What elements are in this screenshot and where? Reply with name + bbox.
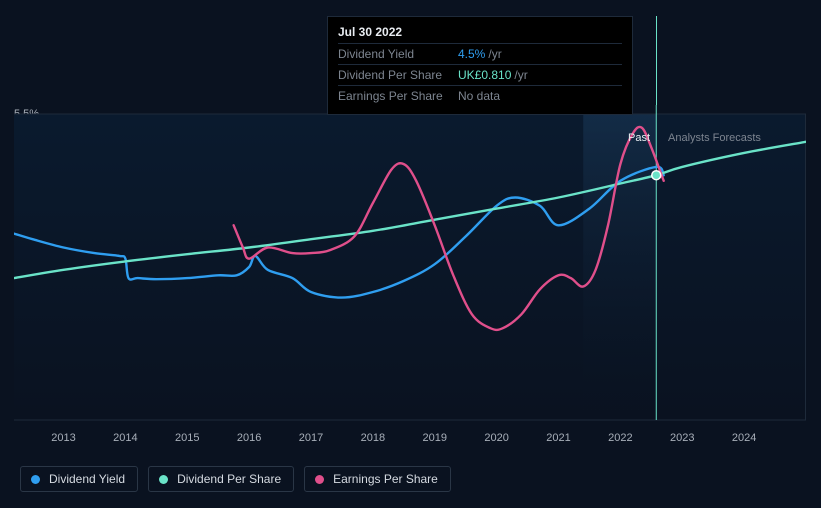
cursor-dot [652, 171, 661, 180]
x-tick: 2022 [608, 432, 632, 444]
legend-item-earnings-per-share[interactable]: Earnings Per Share [304, 466, 451, 492]
tooltip-date: Jul 30 2022 [338, 23, 622, 43]
tooltip-row-unit: /yr [514, 68, 527, 82]
x-tick: 2020 [484, 432, 508, 444]
legend-label: Dividend Yield [49, 472, 125, 486]
x-tick: 2015 [175, 432, 199, 444]
chart-tooltip: Jul 30 2022 Dividend Yield4.5%/yrDividen… [327, 16, 633, 115]
tooltip-row-value: 4.5%/yr [458, 47, 502, 61]
x-tick: 2017 [299, 432, 323, 444]
x-tick: 2018 [361, 432, 385, 444]
tooltip-row-label: Dividend Per Share [338, 68, 458, 82]
legend-dot [315, 475, 324, 484]
tooltip-row: Earnings Per ShareNo data [338, 85, 622, 106]
tooltip-row: Dividend Yield4.5%/yr [338, 43, 622, 64]
cursor-line-ext [656, 16, 657, 105]
future-label: Analysts Forecasts [668, 132, 761, 144]
legend-item-dividend-per-share[interactable]: Dividend Per Share [148, 466, 294, 492]
x-tick: 2019 [423, 432, 447, 444]
x-tick: 2024 [732, 432, 756, 444]
legend-dot [31, 475, 40, 484]
x-tick: 2013 [51, 432, 75, 444]
legend-item-dividend-yield[interactable]: Dividend Yield [20, 466, 138, 492]
legend: Dividend Yield Dividend Per Share Earnings… [20, 466, 451, 492]
x-tick: 2016 [237, 432, 261, 444]
x-tick: 2021 [546, 432, 570, 444]
tooltip-row-label: Dividend Yield [338, 47, 458, 61]
past-label: Past [628, 132, 650, 144]
x-tick: 2023 [670, 432, 694, 444]
tooltip-row-value: UK£0.810/yr [458, 68, 528, 82]
legend-label: Earnings Per Share [333, 472, 438, 486]
tooltip-row-value: No data [458, 89, 503, 103]
x-axis: 2013 2014 2015 2016 2017 2018 2019 2020 2021 2022… [14, 432, 806, 448]
chart-svg [14, 105, 806, 425]
x-tick: 2014 [113, 432, 137, 444]
legend-dot [159, 475, 168, 484]
tooltip-row: Dividend Per ShareUK£0.810/yr [338, 64, 622, 85]
chart-area[interactable] [14, 105, 806, 425]
legend-label: Dividend Per Share [177, 472, 281, 486]
tooltip-row-unit: /yr [488, 47, 501, 61]
tooltip-row-label: Earnings Per Share [338, 89, 458, 103]
